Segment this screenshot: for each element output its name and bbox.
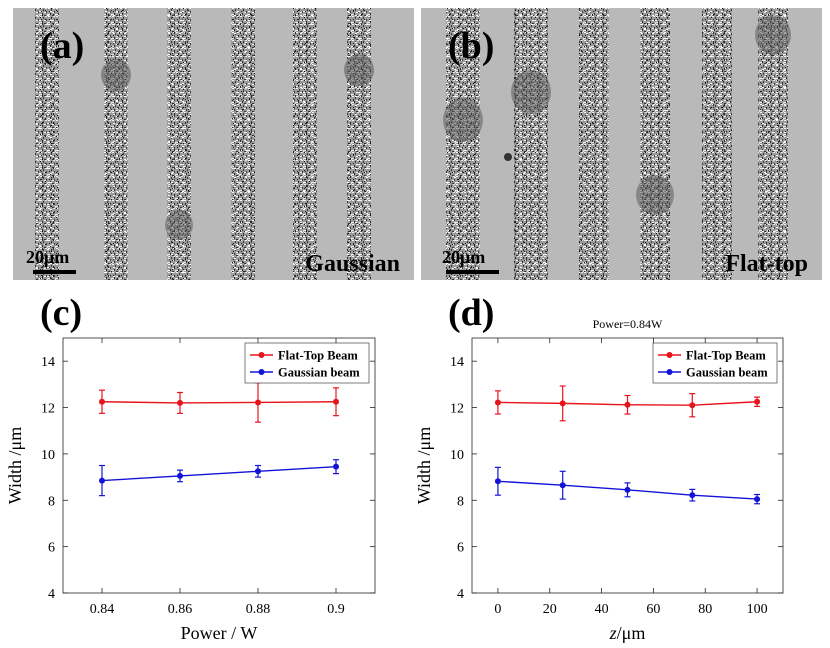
micrograph-a-scale-text: 20μm — [26, 247, 69, 267]
stripe-bulge — [755, 15, 791, 55]
data-point — [624, 401, 631, 408]
x-tick-label: 60 — [646, 602, 660, 617]
chart-title: Power=0.84W — [593, 317, 663, 331]
micrograph-b-beam-label: Flat-top — [725, 251, 808, 277]
data-point — [559, 400, 566, 407]
x-axis-label: Power / W — [181, 623, 258, 643]
x-tick-label: 0.86 — [168, 602, 193, 617]
y-tick-label: 8 — [457, 494, 464, 509]
laser-track-stripe — [446, 8, 480, 280]
stripe-bulge — [636, 175, 674, 215]
data-point — [333, 398, 339, 405]
data-point — [754, 398, 761, 405]
laser-track-stripe — [104, 8, 128, 280]
x-tick-label: 0 — [494, 602, 501, 617]
data-point — [255, 399, 261, 406]
data-point — [754, 496, 761, 503]
micrograph-a-stripes — [35, 8, 374, 280]
micrograph-b: (b) 20μm Flat-top — [421, 8, 822, 280]
data-point — [689, 492, 696, 499]
x-tick-label: 100 — [747, 602, 768, 617]
legend-entry: Gaussian beam — [278, 366, 360, 380]
x-tick-label: 0.84 — [90, 602, 115, 617]
data-point — [494, 478, 501, 485]
y-tick-label: 10 — [450, 448, 464, 463]
micrograph-b-scale-text: 20μm — [442, 247, 485, 267]
x-axis-label: z/μm — [609, 623, 646, 643]
legend-swatch-marker — [666, 369, 673, 375]
y-axis-label: Width /μm — [5, 427, 25, 504]
stripe-bulge — [511, 70, 551, 114]
y-axis-label: Width /μm — [414, 427, 434, 504]
stripe-bulge — [443, 98, 483, 142]
x-tick-label: 80 — [698, 602, 712, 617]
x-tick-label: 0.9 — [327, 602, 345, 617]
legend-entry: Flat-Top Beam — [278, 349, 358, 363]
y-tick-label: 6 — [48, 541, 55, 556]
laser-track-stripe — [702, 8, 732, 280]
data-point — [494, 399, 501, 406]
micrograph-a-scale-bar — [33, 270, 76, 274]
y-tick-label: 6 — [457, 541, 464, 556]
y-tick-label: 8 — [48, 494, 55, 509]
chart-power-vs-width: 4 6 8 10 12 14 0.84 0.86 0.88 0.9 Width /μm Power /… — [5, 337, 376, 643]
micrograph-b-scale-bar — [446, 270, 499, 274]
data-point — [559, 482, 566, 489]
series-line — [101, 465, 337, 482]
data-point — [624, 486, 631, 493]
micrograph-a-beam-label: Gaussian — [305, 251, 400, 277]
x-tick-label: 40 — [595, 602, 609, 617]
micrograph-b-label: (b) — [448, 25, 494, 67]
laser-track-stripe — [579, 8, 609, 280]
laser-track-stripe — [347, 8, 371, 280]
legend-entry: Gaussian beam — [686, 366, 768, 380]
y-tick-label: 12 — [41, 402, 55, 417]
micrograph-a: (a) 20μm Gaussian — [13, 8, 414, 280]
legend-swatch-marker — [666, 352, 673, 358]
y-tick-label: 4 — [457, 587, 464, 602]
data-point — [99, 477, 105, 484]
y-tick-label: 14 — [41, 355, 55, 370]
y-tick-label: 10 — [41, 448, 55, 463]
legend-entry: Flat-Top Beam — [686, 349, 766, 363]
x-axis-label-variable: z — [609, 623, 617, 643]
y-tick-label: 12 — [450, 402, 464, 417]
laser-track-stripe — [35, 8, 59, 280]
y-tick-label: 4 — [48, 587, 55, 602]
chart-z-vs-width: 4 6 8 10 12 14 0 20 40 60 80 100 Width /μm z/μm Power=… — [414, 317, 784, 643]
laser-track-stripe — [640, 8, 670, 280]
data-point — [177, 472, 183, 479]
micrograph-b-stripes — [443, 8, 791, 280]
stripe-bulge — [344, 54, 374, 86]
stripe-bulge — [101, 59, 131, 91]
surface-defect — [504, 153, 512, 161]
micrograph-a-label: (a) — [40, 25, 84, 67]
micrograph-b-background — [421, 8, 822, 280]
data-point — [255, 468, 261, 475]
legend-swatch-marker — [258, 369, 265, 375]
legend-box — [652, 342, 778, 384]
data-point — [689, 402, 696, 409]
series-line — [101, 401, 337, 404]
data-point — [177, 399, 183, 406]
legend-box — [244, 342, 370, 384]
x-tick-label: 0.88 — [246, 602, 271, 617]
chart-d-panel-label: (d) — [448, 292, 494, 334]
chart-c-panel-label: (c) — [40, 292, 82, 334]
y-tick-label: 14 — [450, 355, 464, 370]
x-axis-label-unit: /μm — [617, 623, 646, 643]
legend-swatch-marker — [258, 352, 265, 358]
data-point — [99, 398, 105, 405]
x-tick-label: 20 — [543, 602, 557, 617]
stripe-bulge — [165, 210, 193, 240]
laser-track-stripe — [514, 8, 548, 280]
laser-track-stripe — [231, 8, 255, 280]
laser-track-stripe — [293, 8, 317, 280]
data-point — [333, 463, 339, 470]
